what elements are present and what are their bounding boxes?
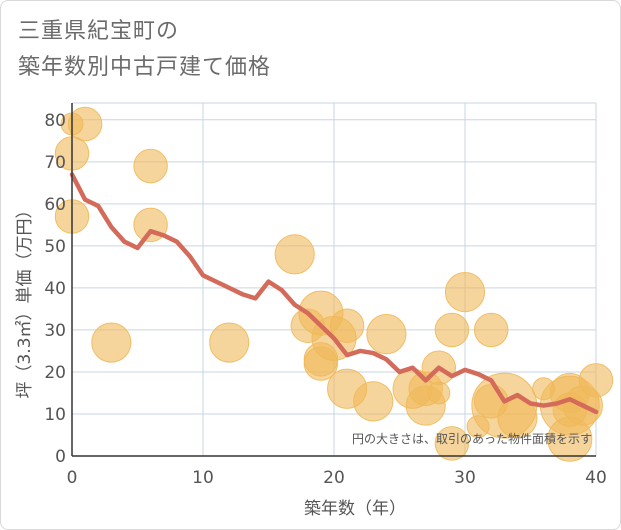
- y-axis-title: 坪（3.3㎡）単価（万円）: [15, 201, 35, 398]
- y-tick-label: 20: [44, 363, 66, 383]
- chart-title-line-2: 築年数別中古戸建て価格: [18, 55, 272, 80]
- data-bubble: [497, 398, 538, 439]
- x-tick-label: 0: [67, 468, 78, 488]
- x-tick-label: 10: [192, 468, 214, 488]
- data-bubble: [366, 314, 407, 355]
- data-bubble: [473, 312, 509, 348]
- size-note: 円の大きさは、取引のあった物件面積を示す: [352, 431, 592, 446]
- x-tick-label: 30: [454, 468, 476, 488]
- y-tick-label: 10: [44, 405, 66, 425]
- average-lines: [69, 172, 599, 415]
- y-tick-label: 70: [44, 153, 66, 173]
- grid: [72, 102, 597, 456]
- data-bubble: [67, 106, 103, 142]
- data-bubble: [427, 381, 451, 405]
- axes: [71, 103, 596, 457]
- data-bubble: [91, 322, 132, 363]
- y-tick-label: 50: [44, 237, 66, 257]
- data-bubble: [329, 308, 365, 343]
- data-bubble: [434, 312, 470, 348]
- data-bubble: [133, 148, 168, 184]
- data-bubble: [353, 381, 394, 422]
- data-bubble: [578, 363, 614, 398]
- y-tick-label: 60: [44, 195, 66, 215]
- chart-title-line-1: 三重県紀宝町の: [18, 19, 180, 44]
- x-axis-title: 築年数（年）: [304, 499, 406, 519]
- x-tick-label: 20: [323, 468, 345, 488]
- average-price-line: [69, 172, 599, 415]
- tick-labels: 0 10 20 30 40 0 10 20 30 40 50 60 70 80: [44, 111, 606, 488]
- data-bubble: [434, 426, 470, 461]
- data-bubble: [274, 234, 315, 275]
- chart-title: 三重県紀宝町の 築年数別中古戸建て価格: [18, 14, 271, 86]
- y-tick-label: 80: [44, 111, 66, 131]
- data-bubble: [444, 272, 486, 313]
- y-tick-label: 30: [44, 321, 66, 341]
- y-tick-label: 40: [44, 279, 66, 299]
- y-tick-label: 0: [55, 447, 66, 467]
- data-bubble: [209, 322, 250, 363]
- x-tick-label: 40: [585, 468, 607, 488]
